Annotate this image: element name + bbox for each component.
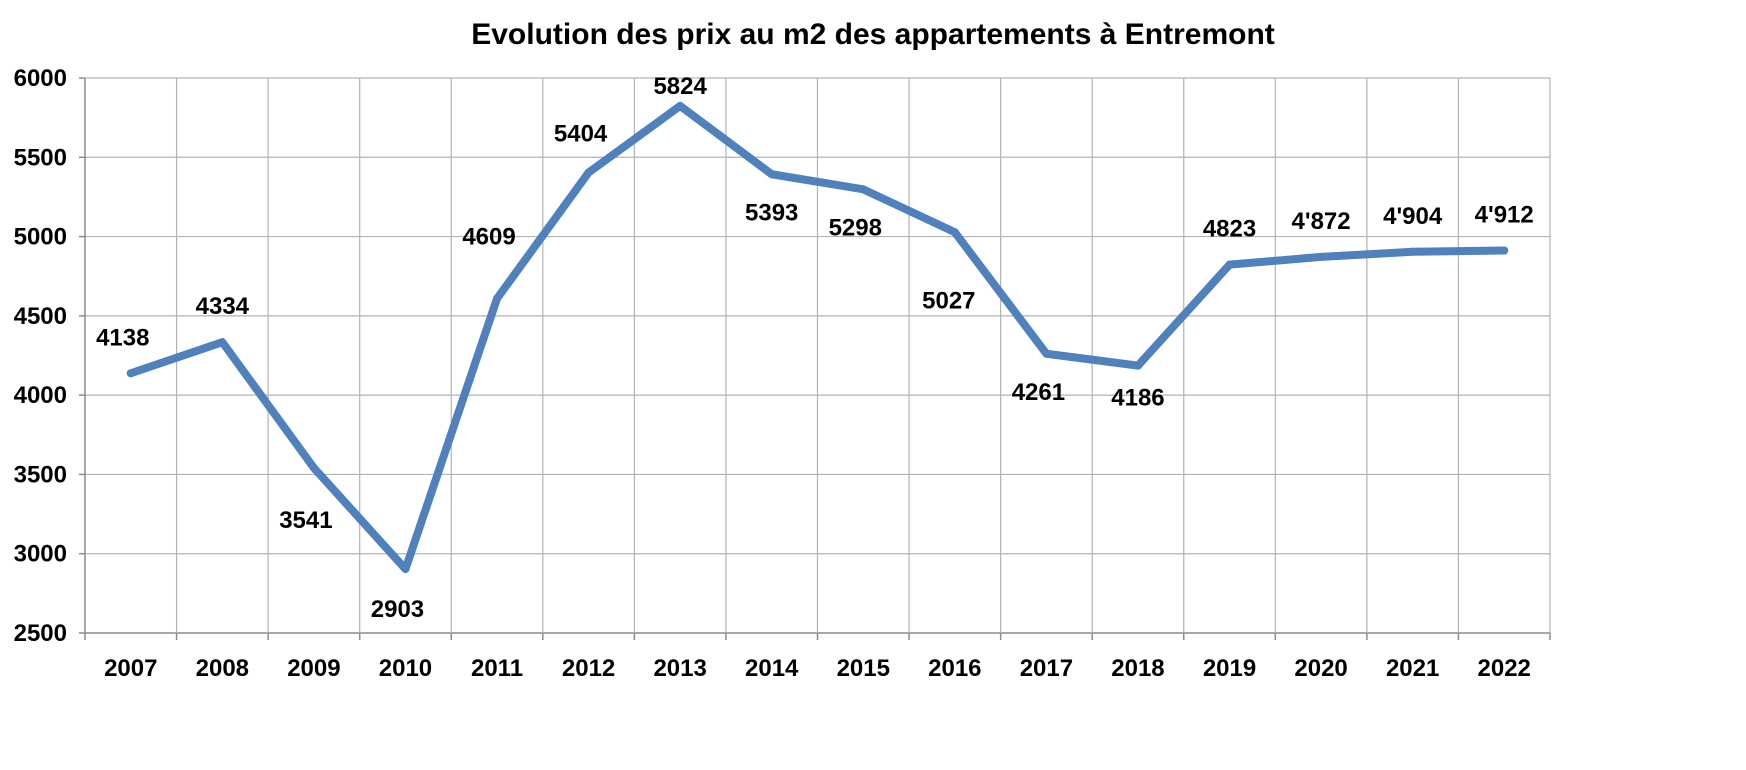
data-point bbox=[1317, 252, 1326, 261]
y-tick-label: 2500 bbox=[14, 620, 67, 647]
data-point bbox=[218, 338, 227, 347]
data-labels: 4138 4334 3541 2903 4609 5404 5824 5393 5298 5027… bbox=[96, 73, 1534, 623]
data-point bbox=[1408, 247, 1417, 256]
x-tick-label: 2020 bbox=[1294, 655, 1347, 682]
data-label: 4609 bbox=[462, 224, 515, 251]
data-point bbox=[950, 228, 959, 237]
data-label: 2903 bbox=[371, 596, 424, 623]
grid-layer bbox=[84, 77, 1551, 634]
data-label: 3541 bbox=[279, 507, 332, 534]
data-label: 4138 bbox=[96, 324, 149, 351]
y-tick-label: 5500 bbox=[14, 144, 67, 171]
data-point bbox=[493, 294, 502, 303]
data-point bbox=[1500, 246, 1509, 255]
y-tick-label: 4500 bbox=[14, 303, 67, 330]
x-tick-label: 2017 bbox=[1020, 655, 1073, 682]
x-tick-label: 2011 bbox=[471, 655, 523, 682]
data-label: 4'872 bbox=[1292, 208, 1351, 235]
y-tick-label: 3000 bbox=[14, 541, 67, 568]
data-point bbox=[767, 170, 776, 179]
data-point bbox=[584, 168, 593, 177]
data-point bbox=[859, 185, 868, 194]
data-label: 5393 bbox=[745, 199, 798, 226]
data-point bbox=[1042, 349, 1051, 358]
x-axis-tick-labels: 2007 2008 2009 2010 2011 2012 2013 2014 2015 2016… bbox=[104, 655, 1531, 682]
x-tick-label: 2013 bbox=[653, 655, 706, 682]
data-label: 4'904 bbox=[1383, 203, 1443, 230]
data-point bbox=[676, 101, 685, 110]
x-tick-label: 2007 bbox=[104, 655, 157, 682]
data-point bbox=[126, 369, 135, 378]
x-tick-label: 2021 bbox=[1386, 655, 1439, 682]
x-tick-label: 2012 bbox=[562, 655, 615, 682]
data-label: 4823 bbox=[1203, 216, 1256, 243]
x-tick-label: 2014 bbox=[745, 655, 799, 682]
data-label: 5027 bbox=[922, 287, 975, 314]
y-tick-label: 3500 bbox=[14, 461, 67, 488]
x-tick-label: 2009 bbox=[287, 655, 340, 682]
data-point bbox=[401, 565, 410, 574]
x-tick-label: 2010 bbox=[379, 655, 432, 682]
data-label: 4186 bbox=[1111, 385, 1164, 412]
x-tick-label: 2018 bbox=[1111, 655, 1164, 682]
y-axis-tick-labels: 2500 3000 3500 4000 4500 5000 5500 6000 bbox=[14, 65, 67, 647]
axis-layer bbox=[79, 77, 1551, 640]
series-line bbox=[126, 101, 1509, 574]
data-label: 5404 bbox=[554, 121, 608, 148]
data-label: 5298 bbox=[829, 214, 882, 241]
series-layer bbox=[126, 101, 1509, 574]
data-point bbox=[1133, 361, 1142, 370]
chart-title: Evolution des prix au m2 des appartement… bbox=[471, 18, 1275, 51]
data-label: 5824 bbox=[653, 73, 707, 100]
x-tick-label: 2019 bbox=[1203, 655, 1256, 682]
y-tick-label: 4000 bbox=[14, 382, 67, 409]
data-point bbox=[309, 463, 318, 472]
data-label: 4261 bbox=[1012, 379, 1065, 406]
data-point bbox=[1225, 260, 1234, 269]
data-label: 4'912 bbox=[1475, 202, 1534, 229]
data-label: 4334 bbox=[196, 293, 250, 320]
y-tick-label: 5000 bbox=[14, 224, 67, 251]
x-tick-label: 2015 bbox=[837, 655, 890, 682]
x-tick-label: 2016 bbox=[928, 655, 981, 682]
y-tick-label: 6000 bbox=[14, 65, 67, 92]
x-tick-label: 2022 bbox=[1478, 655, 1531, 682]
x-tick-label: 2008 bbox=[196, 655, 249, 682]
